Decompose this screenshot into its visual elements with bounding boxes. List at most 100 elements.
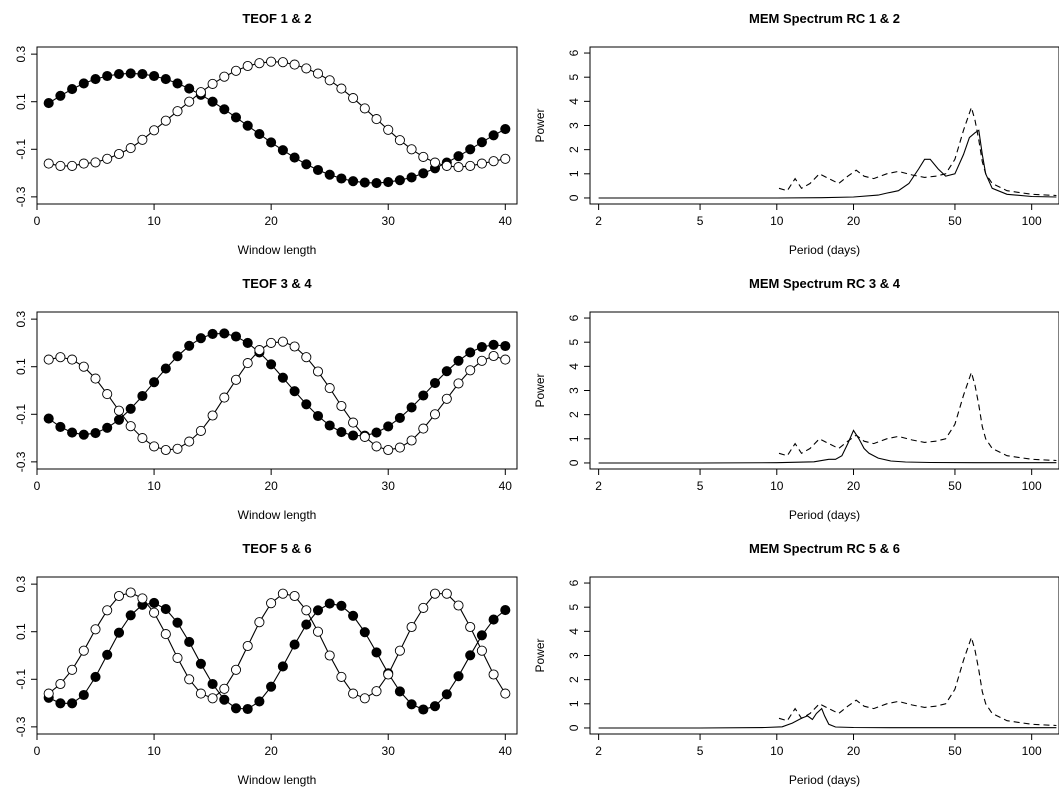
filled-point [406, 402, 417, 413]
open-point [43, 158, 54, 169]
filled-point [394, 175, 405, 186]
open-point [55, 352, 66, 363]
filled-point [207, 96, 218, 107]
open-point [207, 693, 218, 704]
open-point [359, 103, 370, 114]
open-point [43, 354, 54, 365]
open-point [465, 160, 476, 171]
open-point [465, 365, 476, 376]
filled-point [254, 696, 265, 707]
open-point [301, 605, 312, 616]
open-point [78, 361, 89, 372]
y-tick-label: 2 [567, 676, 581, 683]
y-tick-label: -0.3 [14, 716, 28, 737]
filled-point [277, 661, 288, 672]
x-tick-label: 10 [770, 744, 784, 758]
filled-point [90, 428, 101, 439]
filled-point [242, 703, 253, 715]
filled-point [207, 328, 218, 339]
open-point [441, 588, 452, 599]
x-axis-label: Window length [238, 243, 317, 257]
filled-point [301, 399, 312, 410]
open-point [230, 65, 242, 76]
y-tick-label: 2 [567, 146, 581, 153]
filled-point [359, 627, 370, 638]
y-axis-label: Power [533, 638, 547, 672]
filled-point [149, 70, 160, 82]
filled-point [453, 355, 464, 366]
filled-point [488, 339, 499, 350]
x-tick-label: 2 [595, 744, 602, 758]
filled-point [242, 120, 253, 131]
filled-point [336, 427, 347, 438]
filled-point [67, 427, 78, 438]
filled-point [43, 413, 54, 424]
filled-point [219, 328, 230, 339]
filled-point [324, 420, 335, 431]
filled-point [312, 164, 324, 176]
filled-point [55, 698, 66, 709]
filled-point [230, 703, 242, 714]
filled-point [242, 337, 253, 348]
open-point [406, 144, 417, 155]
plot-frame [589, 576, 1059, 735]
open-point [371, 686, 382, 697]
y-tick-label: 5 [567, 604, 581, 611]
y-tick-label: 6 [567, 49, 581, 56]
filled-point [43, 98, 54, 109]
filled-point [55, 421, 66, 432]
open-point [500, 688, 511, 699]
filled-point [406, 699, 417, 710]
filled-point [266, 681, 277, 692]
open-point [137, 433, 148, 444]
series-line-open [48, 591, 506, 699]
open-point [102, 389, 113, 400]
open-point [324, 650, 335, 661]
filled-point [160, 363, 171, 374]
filled-point [394, 686, 405, 697]
filled-point [301, 619, 312, 630]
open-point [90, 624, 101, 635]
filled-point [371, 427, 382, 438]
filled-point [371, 647, 382, 658]
open-point [336, 83, 347, 94]
filled-point [289, 639, 300, 650]
open-point [113, 405, 125, 416]
chart-title: MEM Spectrum RC 5 & 6 [749, 541, 900, 556]
y-tick-label: 3 [567, 122, 581, 129]
x-tick-label: 20 [847, 744, 861, 758]
open-point [137, 593, 148, 604]
open-point [266, 337, 277, 348]
x-tick-label: 0 [34, 214, 41, 228]
open-point [195, 425, 206, 436]
series-line-filled [48, 72, 506, 184]
series-line-dashed [778, 105, 1057, 197]
filled-point [476, 137, 487, 148]
filled-point [336, 173, 347, 184]
open-point [219, 392, 230, 403]
x-tick-label: 30 [382, 479, 396, 493]
filled-point [172, 617, 183, 628]
y-tick-label: 3 [567, 387, 581, 394]
open-point [277, 588, 288, 599]
open-point [488, 669, 499, 680]
filled-point [113, 69, 125, 80]
filled-point [219, 104, 230, 115]
open-point [429, 588, 441, 599]
y-tick-label: 1 [567, 435, 581, 442]
y-axis-label: Power [533, 108, 547, 142]
filled-point [137, 390, 148, 402]
open-point [371, 441, 382, 452]
series-line-dashed [778, 635, 1057, 727]
x-tick-label: 5 [697, 214, 704, 228]
filled-point [55, 90, 66, 101]
open-point [242, 358, 253, 369]
open-point [324, 383, 335, 394]
filled-point [312, 410, 324, 422]
filled-point [125, 68, 136, 79]
y-tick-label: -0.1 [14, 404, 28, 425]
open-point [394, 645, 405, 656]
open-point [429, 157, 441, 168]
open-point [195, 688, 206, 699]
